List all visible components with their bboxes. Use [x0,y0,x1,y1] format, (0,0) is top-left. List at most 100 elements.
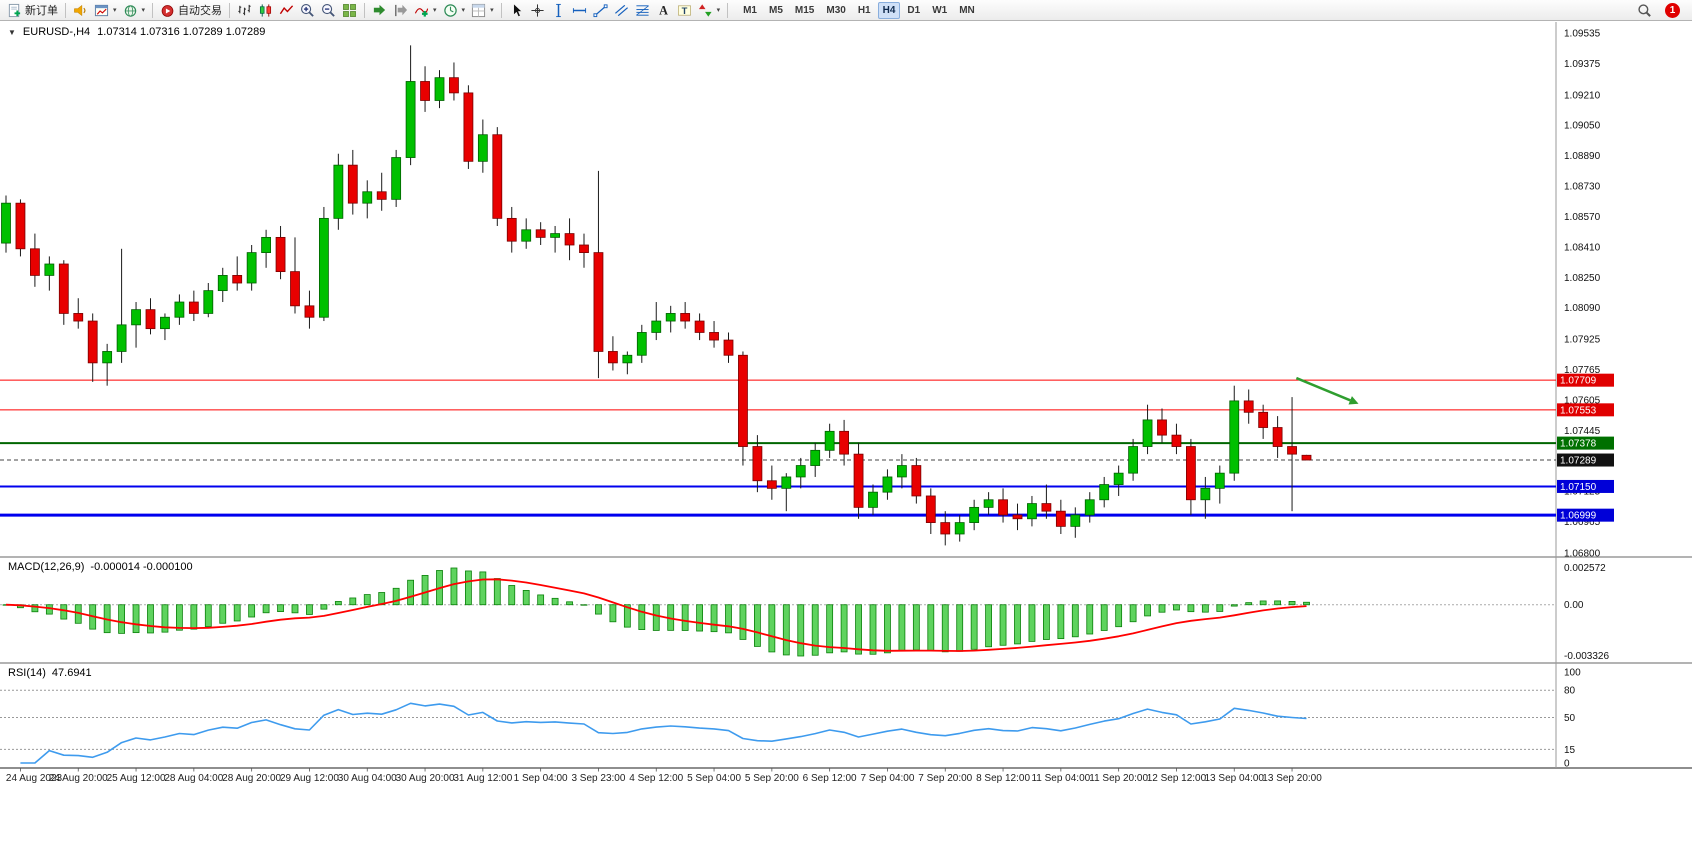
timeframe-w1[interactable]: W1 [932,4,948,16]
clock-icon [443,3,457,17]
rsi-axis-label: 80 [1564,686,1576,697]
indicators-button[interactable]: ▾ [411,1,440,20]
bar-chart-mode-button[interactable] [234,1,255,20]
new-chart-dropdown-icon[interactable]: ▾ [113,7,117,14]
indicators-icon [414,7,429,17]
candle [102,351,113,364]
arrows-dropdown-icon[interactable]: ▾ [716,7,721,14]
candle [954,522,965,535]
templates-button[interactable]: ▾ [468,1,497,20]
candle [665,313,676,322]
macd-histogram-bar [999,604,1007,646]
macd-histogram-bar [1216,604,1224,612]
macd-histogram-bar [623,604,631,628]
timeframe-mn[interactable]: MN [959,4,975,16]
profiles-button[interactable]: ▾ [120,1,149,20]
cursor-button[interactable] [506,1,527,20]
candle [1084,499,1095,516]
macd-histogram-bar [1274,600,1281,606]
candle [1301,454,1312,461]
trend-arrow-annotation[interactable] [1295,376,1359,405]
candle [1229,400,1240,474]
candle [983,499,994,508]
macd-histogram-bar [580,604,588,606]
periods-button[interactable]: ▾ [440,1,469,20]
price-axis[interactable]: 1.09535 1.09375 1.09210 1.09050 1.08890 1.087… [1564,29,1601,560]
symbol-info[interactable]: ▼ EURUSD-,H4 1.07314 1.07316 1.07289 1.0… [8,26,265,38]
candle [622,354,633,364]
timeframe-m1[interactable]: M1 [743,4,757,16]
price-level-label-text: 1.07289 [1560,456,1597,467]
candle [203,290,214,314]
vertical-line-button[interactable] [548,1,569,20]
timeframe-m30[interactable]: M30 [826,4,846,16]
tile-windows-button[interactable] [339,1,360,20]
crosshair-icon [530,3,544,17]
candle [1012,514,1023,520]
templates-dropdown-icon[interactable]: ▾ [490,7,494,14]
macd-values: -0.000014 -0.000100 [90,561,193,573]
text-label-button[interactable]: T [674,1,695,20]
auto-trading-button[interactable]: 自动交易 [157,1,225,20]
horizontal-line-button[interactable] [569,1,590,20]
timeframe-m5[interactable]: M5 [769,4,783,16]
macd-histogram-bar [31,604,39,613]
macd-histogram-bar [985,604,992,648]
price-level-label-text: 1.07553 [1560,405,1597,416]
crosshair-button[interactable] [527,1,548,20]
price-level-label[interactable] [1557,403,1614,417]
text-button[interactable]: A [653,1,674,20]
line-chart-mode-button[interactable] [276,1,297,20]
price-level-label[interactable] [1557,479,1614,493]
price-level-label[interactable] [1557,508,1614,522]
new-order-label: 新订单 [25,5,58,17]
new-chart-button[interactable]: ▾ [91,1,120,20]
macd-histogram-bar [912,604,920,651]
macd-histogram-bar [970,604,978,650]
fibonacci-button[interactable] [632,1,653,20]
periods-dropdown-icon[interactable]: ▾ [461,7,466,14]
equidistant-channel-button[interactable] [611,1,632,20]
timeframe-h1[interactable]: H1 [857,4,871,16]
macd-histogram-bar [1158,604,1166,613]
price-level-label[interactable] [1557,373,1614,387]
candle [174,301,185,318]
macd-histogram-bar [566,601,573,606]
price-level-label[interactable] [1557,436,1614,450]
symbol-dropdown-icon[interactable]: ▼ [8,27,16,37]
chart-shift-button[interactable] [390,1,411,20]
zoom-in-button[interactable] [297,1,318,20]
timeframe-h4[interactable]: H4 [877,1,901,19]
profiles-dropdown-icon[interactable]: ▾ [141,7,146,14]
macd-histogram-bar [1071,604,1079,638]
auto-scroll-button[interactable] [369,1,390,20]
indicators-dropdown-icon[interactable]: ▾ [433,7,437,14]
macd-histogram-bar [262,604,270,614]
price-tick-label: 1.09050 [1564,121,1601,132]
timeframe-d1[interactable]: D1 [907,4,921,16]
macd-histogram-bar [407,579,415,606]
timeframe-m15[interactable]: M15 [794,4,815,16]
macd-histogram-bar [147,604,154,634]
notification-badge[interactable]: 1 [1665,2,1680,18]
time-tick-label: 13 Sep 20:00 [1262,773,1322,784]
candle [217,275,228,292]
price-level-label[interactable] [1557,453,1614,467]
cursor-icon [513,2,522,17]
search-button[interactable] [1634,1,1655,20]
time-tick-label: 3 Sep 23:00 [571,773,625,784]
arrows-icon [698,3,712,17]
candle [376,191,387,200]
globe-icon [124,4,136,17]
zoom-out-button[interactable] [318,1,339,20]
candle [723,339,734,356]
new-order-button[interactable]: 新订单 [4,1,61,20]
macd-histogram-bar [652,604,660,631]
sound-alert-button[interactable] [70,1,91,20]
price-tick-label: 1.09210 [1564,90,1601,101]
trend-line-button[interactable] [590,1,611,20]
arrows-button[interactable]: ▾ [695,1,724,20]
candlestick-mode-button[interactable] [255,1,276,20]
